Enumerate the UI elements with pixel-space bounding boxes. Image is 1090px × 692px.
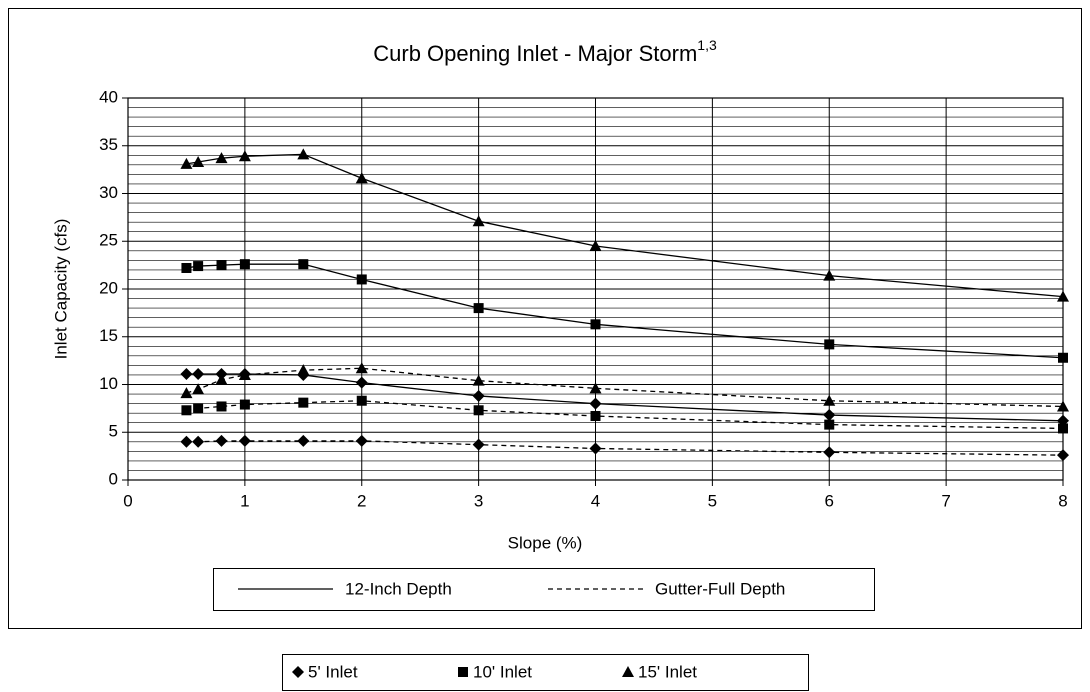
series-line — [186, 263, 1064, 359]
marker-diamond — [589, 397, 602, 410]
marker-triangle — [355, 362, 368, 374]
x-tick-label: 6 — [825, 491, 834, 510]
marker-triangle — [192, 383, 205, 395]
x-tick-label: 4 — [591, 491, 600, 510]
legend-label: 5' Inlet — [308, 662, 358, 681]
marker-square — [181, 405, 192, 416]
marker-triangle — [192, 155, 205, 167]
x-tick-label: 7 — [941, 491, 950, 510]
marker-diamond — [180, 435, 193, 448]
x-tick-label: 5 — [708, 491, 717, 510]
marker-square — [824, 339, 835, 350]
marker-square — [298, 397, 309, 408]
chart-title: Curb Opening Inlet - Major Storm1,3 — [373, 37, 717, 66]
x-tick-label: 1 — [240, 491, 249, 510]
title-superscript: 1,3 — [697, 37, 717, 53]
x-tick-label: 3 — [474, 491, 483, 510]
x-tick-label: 0 — [123, 491, 132, 510]
marker-triangle — [238, 368, 251, 380]
marker-diamond — [355, 376, 368, 389]
marker-square — [824, 419, 835, 430]
marker-diamond — [472, 389, 485, 402]
y-tick-label: 0 — [109, 469, 118, 488]
marker-triangle — [589, 382, 602, 394]
marker-square — [356, 395, 367, 406]
series-line — [186, 400, 1064, 430]
marker-diamond — [1057, 449, 1069, 462]
plot-border — [127, 97, 1064, 481]
marker-diamond — [355, 434, 368, 447]
x-axis-label: Slope (%) — [508, 533, 583, 552]
y-tick-label: 15 — [99, 326, 118, 345]
series-line — [186, 440, 1064, 456]
marker-square — [356, 274, 367, 285]
marker-square — [216, 401, 227, 412]
marker-triangle — [472, 374, 485, 386]
legend-label: Gutter-Full Depth — [655, 579, 785, 598]
marker-square — [181, 262, 192, 273]
title-main: Curb Opening Inlet - Major Storm — [373, 41, 697, 66]
marker-triangle — [1057, 400, 1069, 412]
marker-triangle — [215, 152, 228, 164]
marker-triangle — [1057, 290, 1069, 302]
marker-triangle — [180, 387, 193, 399]
marker-triangle — [238, 150, 251, 162]
marker-triangle — [823, 269, 836, 281]
y-tick-label: 40 — [99, 87, 118, 106]
marker-square — [193, 403, 204, 414]
marker-diamond — [192, 367, 205, 380]
y-tick-label: 25 — [99, 231, 118, 250]
marker-triangle — [472, 215, 485, 227]
series-line — [186, 153, 1064, 298]
x-tick-label: 2 — [357, 491, 366, 510]
marker-square — [473, 405, 484, 416]
marker-square — [216, 260, 227, 271]
marker-triangle — [297, 148, 310, 160]
marker-square — [193, 261, 204, 272]
legend-label: 12-Inch Depth — [345, 579, 452, 598]
marker-triangle — [355, 172, 368, 184]
marker-diamond — [823, 409, 836, 422]
marker-square — [1058, 423, 1068, 434]
y-tick-label: 5 — [109, 422, 118, 441]
marker-square — [590, 411, 601, 422]
marker-square — [239, 399, 250, 410]
marker-square — [298, 259, 309, 270]
marker-diamond — [589, 442, 602, 455]
legend-marker — [292, 666, 304, 678]
marker-diamond — [297, 434, 310, 447]
y-tick-label: 35 — [99, 135, 118, 154]
marker-square — [1058, 352, 1068, 363]
legend-marker — [622, 666, 634, 677]
y-axis-label: Inlet Capacity (cfs) — [51, 219, 70, 360]
legend-label: 10' Inlet — [473, 662, 532, 681]
marker-diamond — [472, 438, 485, 451]
marker-legend-box — [282, 654, 809, 691]
marker-triangle — [180, 157, 193, 169]
y-tick-label: 10 — [99, 374, 118, 393]
legend-marker — [458, 667, 468, 677]
marker-diamond — [238, 434, 251, 447]
marker-triangle — [589, 240, 602, 252]
marker-diamond — [192, 435, 205, 448]
marker-triangle — [215, 373, 228, 385]
marker-triangle — [823, 394, 836, 406]
marker-diamond — [215, 434, 228, 447]
marker-square — [473, 303, 484, 314]
y-tick-label: 30 — [99, 183, 118, 202]
marker-diamond — [823, 446, 836, 459]
marker-diamond — [180, 367, 193, 380]
series-line — [186, 373, 1064, 422]
legend-label: 15' Inlet — [638, 662, 697, 681]
marker-triangle — [297, 364, 310, 376]
x-tick-label: 8 — [1058, 491, 1067, 510]
y-tick-label: 20 — [99, 278, 118, 297]
marker-square — [239, 259, 250, 270]
marker-square — [590, 319, 601, 330]
